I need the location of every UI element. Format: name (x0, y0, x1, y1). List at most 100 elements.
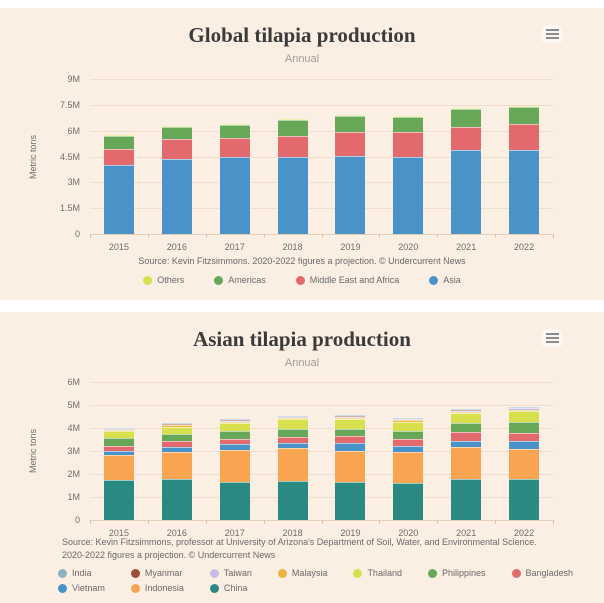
bar-segment-indonesia-2022[interactable] (509, 448, 540, 480)
bar-segment-taiwan-2018[interactable] (277, 417, 308, 419)
bar-segment-asia-2018[interactable] (277, 156, 308, 234)
bar-segment-vietnam-2019[interactable] (335, 442, 366, 451)
legend-item-thailand[interactable]: Thailand (353, 568, 402, 578)
bar-segment-asia-2019[interactable] (335, 155, 366, 234)
bar-segment-indonesia-2017[interactable] (219, 449, 250, 482)
bar-segment-middle-east-and-africa-2020[interactable] (393, 132, 424, 157)
bar-segment-americas-2020[interactable] (393, 116, 424, 133)
legend-item-middle-east-and-africa[interactable]: Middle East and Africa (295, 275, 399, 285)
legend-item-china[interactable]: China (209, 583, 252, 593)
bar-segment-philippines-2015[interactable] (103, 438, 134, 447)
bar-segment-india-2022[interactable] (509, 407, 540, 408)
bar-segment-others-2017[interactable] (219, 123, 250, 125)
bar-segment-asia-2016[interactable] (161, 159, 192, 234)
bar-segment-others-2019[interactable] (335, 115, 366, 117)
bar-segment-middle-east-and-africa-2018[interactable] (277, 135, 308, 157)
bar-segment-malaysia-2018[interactable] (277, 418, 308, 420)
bar-segment-china-2022[interactable] (509, 479, 540, 520)
legend-item-asia[interactable]: Asia (429, 275, 461, 285)
bar-segment-americas-2019[interactable] (335, 116, 366, 132)
legend-item-malaysia[interactable]: Malaysia (277, 568, 327, 578)
bar-segment-india-2021[interactable] (451, 409, 482, 411)
bar-segment-thailand-2022[interactable] (509, 410, 540, 423)
bar-segment-others-2020[interactable] (393, 115, 424, 117)
bar-segment-middle-east-and-africa-2019[interactable] (335, 131, 366, 156)
hamburger-menu-icon[interactable] (542, 329, 562, 347)
bar-segment-thailand-2021[interactable] (451, 413, 482, 424)
bar-segment-thailand-2020[interactable] (393, 421, 424, 432)
bar-segment-philippines-2016[interactable] (161, 434, 192, 442)
bar-segment-vietnam-2021[interactable] (451, 440, 482, 448)
bar-segment-asia-2015[interactable] (103, 165, 134, 234)
bar-segment-asia-2020[interactable] (393, 156, 424, 234)
bar-segment-asia-2017[interactable] (219, 157, 250, 234)
bar-segment-bangladesh-2020[interactable] (393, 438, 424, 446)
legend-item-philippines[interactable]: Philippines (427, 568, 486, 578)
bar-segment-indonesia-2021[interactable] (451, 447, 482, 479)
bar-segment-bangladesh-2017[interactable] (219, 438, 250, 445)
legend-item-others[interactable]: Others (143, 275, 184, 285)
bar-segment-taiwan-2016[interactable] (161, 424, 192, 426)
bar-segment-taiwan-2021[interactable] (451, 410, 482, 412)
bar-segment-americas-2016[interactable] (161, 126, 192, 140)
bar-segment-americas-2018[interactable] (277, 120, 308, 136)
bar-segment-philippines-2017[interactable] (219, 430, 250, 439)
bar-segment-india-2017[interactable] (219, 419, 250, 421)
bar-segment-malaysia-2019[interactable] (335, 417, 366, 420)
bar-segment-americas-2022[interactable] (509, 106, 540, 124)
legend-item-taiwan[interactable]: Taiwan (209, 568, 252, 578)
bar-segment-indonesia-2019[interactable] (335, 450, 366, 483)
bar-segment-middle-east-and-africa-2021[interactable] (451, 126, 482, 151)
bar-segment-thailand-2017[interactable] (219, 422, 250, 431)
bar-segment-india-2020[interactable] (393, 417, 424, 419)
bar-segment-thailand-2018[interactable] (277, 419, 308, 430)
legend-item-indonesia[interactable]: Indonesia (130, 583, 184, 593)
bar-segment-india-2015[interactable] (103, 427, 134, 429)
bar-segment-vietnam-2017[interactable] (219, 444, 250, 450)
bar-segment-taiwan-2020[interactable] (393, 419, 424, 421)
bar-segment-vietnam-2018[interactable] (277, 442, 308, 449)
bar-segment-china-2018[interactable] (277, 481, 308, 520)
bar-segment-china-2015[interactable] (103, 479, 134, 520)
bar-segment-taiwan-2019[interactable] (335, 416, 366, 418)
bar-segment-asia-2021[interactable] (451, 150, 482, 234)
bar-segment-china-2017[interactable] (219, 481, 250, 520)
bar-segment-taiwan-2017[interactable] (219, 420, 250, 422)
legend-item-bangladesh[interactable]: Bangladesh (511, 568, 573, 578)
bar-segment-bangladesh-2022[interactable] (509, 433, 540, 442)
bar-segment-philippines-2022[interactable] (509, 422, 540, 434)
bar-segment-americas-2021[interactable] (451, 108, 482, 127)
bar-segment-thailand-2019[interactable] (335, 419, 366, 430)
bar-segment-bangladesh-2018[interactable] (277, 436, 308, 443)
bar-segment-indonesia-2016[interactable] (161, 452, 192, 480)
bar-segment-malaysia-2020[interactable] (393, 420, 424, 422)
bar-segment-india-2018[interactable] (277, 415, 308, 417)
bar-segment-bangladesh-2015[interactable] (103, 446, 134, 451)
bar-segment-vietnam-2022[interactable] (509, 441, 540, 449)
bar-segment-bangladesh-2021[interactable] (451, 432, 482, 441)
legend-item-myanmar[interactable]: Myanmar (130, 568, 184, 578)
bar-segment-china-2016[interactable] (161, 479, 192, 520)
bar-segment-asia-2022[interactable] (509, 149, 540, 234)
bar-segment-india-2019[interactable] (335, 415, 366, 417)
bar-segment-bangladesh-2019[interactable] (335, 435, 366, 443)
bar-segment-malaysia-2016[interactable] (161, 425, 192, 427)
bar-segment-taiwan-2022[interactable] (509, 408, 540, 410)
bar-segment-middle-east-and-africa-2017[interactable] (219, 138, 250, 158)
bar-segment-malaysia-2021[interactable] (451, 411, 482, 414)
bar-segment-vietnam-2016[interactable] (161, 446, 192, 453)
bar-segment-vietnam-2015[interactable] (103, 450, 134, 456)
bar-segment-philippines-2019[interactable] (335, 429, 366, 436)
bar-segment-others-2021[interactable] (451, 107, 482, 109)
bar-segment-india-2016[interactable] (161, 423, 192, 425)
bar-segment-bangladesh-2016[interactable] (161, 441, 192, 447)
bar-segment-indonesia-2015[interactable] (103, 455, 134, 480)
bar-segment-philippines-2020[interactable] (393, 431, 424, 439)
bar-segment-middle-east-and-africa-2015[interactable] (103, 148, 134, 166)
bar-segment-indonesia-2018[interactable] (277, 448, 308, 482)
bar-segment-malaysia-2015[interactable] (103, 430, 134, 432)
bar-segment-philippines-2018[interactable] (277, 429, 308, 437)
bar-segment-philippines-2021[interactable] (451, 423, 482, 433)
bar-segment-thailand-2016[interactable] (161, 426, 192, 435)
bar-segment-thailand-2015[interactable] (103, 431, 134, 439)
